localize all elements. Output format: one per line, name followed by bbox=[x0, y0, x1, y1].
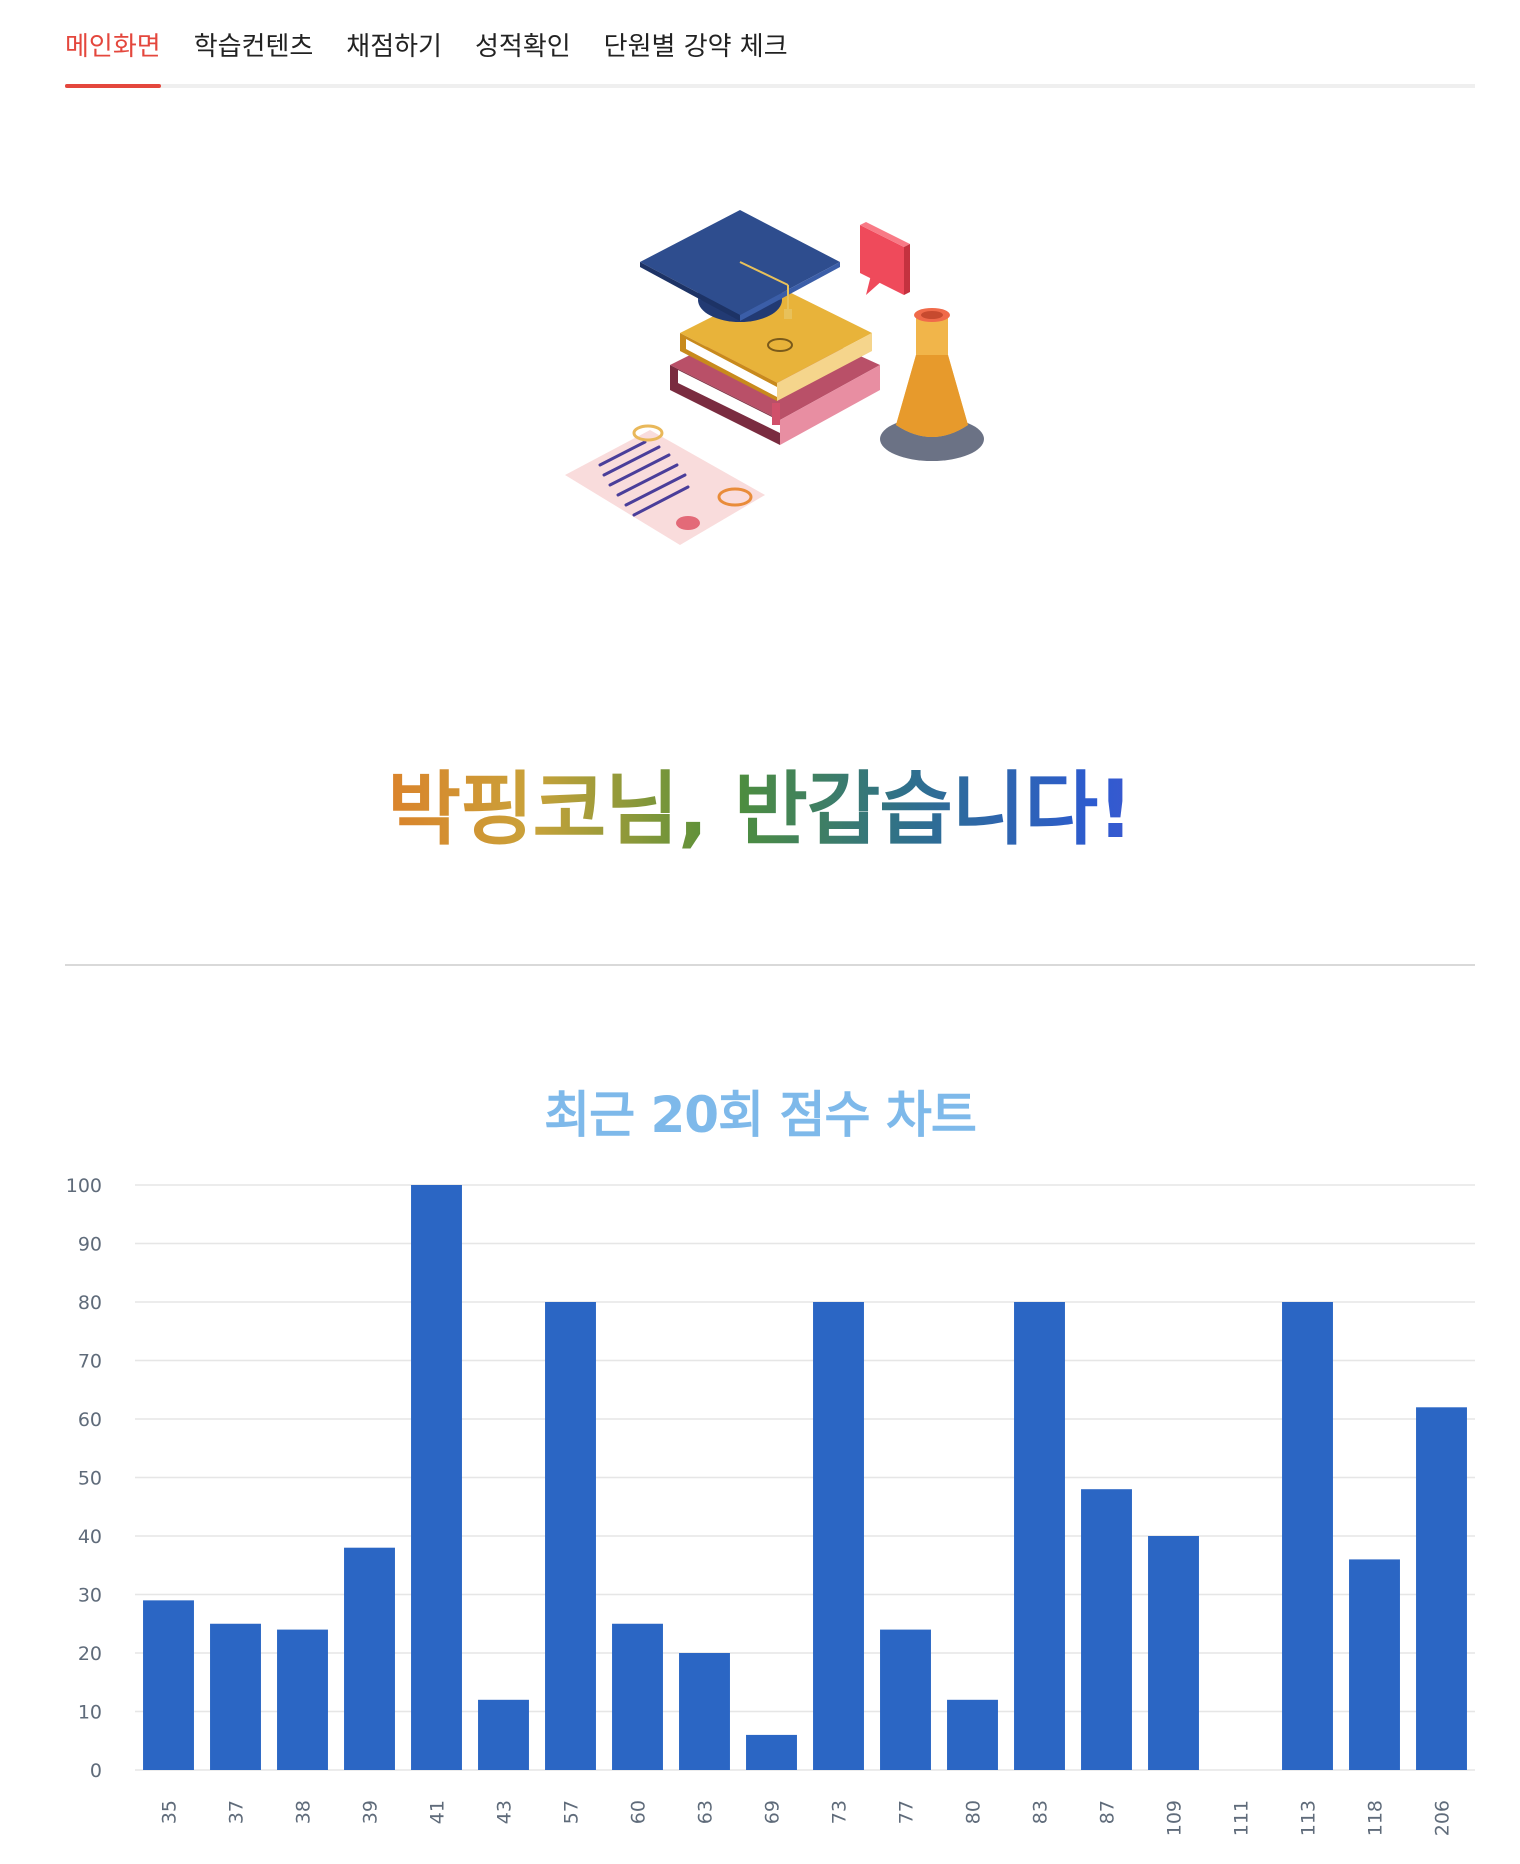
x-tick-label: 113 bbox=[1298, 1800, 1320, 1836]
main-nav: 메인화면 학습컨텐츠 채점하기 성적확인 단원별 강약 체크 bbox=[65, 0, 1475, 88]
bar-39[interactable] bbox=[344, 1547, 395, 1770]
speech-bubble-icon bbox=[860, 222, 910, 295]
score-bar-chart: 0 10 20 30 40 50 60 70 80 90 100 35 37 38 39 41 43 57 60 6… bbox=[66, 1175, 1475, 1836]
x-tick-label: 69 bbox=[762, 1800, 784, 1824]
chart-bars bbox=[143, 1185, 1467, 1770]
bar-57[interactable] bbox=[545, 1302, 596, 1770]
x-tick-label: 57 bbox=[561, 1800, 583, 1824]
x-tick-label: 83 bbox=[1030, 1800, 1052, 1824]
tab-learning-content[interactable]: 학습컨텐츠 bbox=[193, 32, 314, 62]
bar-41[interactable] bbox=[411, 1185, 462, 1770]
y-tick-label: 0 bbox=[90, 1760, 102, 1782]
y-tick-label: 70 bbox=[78, 1351, 102, 1373]
x-tick-label: 38 bbox=[293, 1800, 315, 1824]
bar-206[interactable] bbox=[1416, 1407, 1467, 1770]
y-tick-label: 100 bbox=[66, 1175, 102, 1197]
x-tick-label: 39 bbox=[360, 1800, 382, 1824]
tab-grades[interactable]: 성적확인 bbox=[474, 32, 571, 62]
x-tick-label: 43 bbox=[494, 1800, 516, 1824]
y-tick-label: 90 bbox=[78, 1234, 102, 1256]
x-tick-label: 41 bbox=[427, 1800, 449, 1824]
tab-grading[interactable]: 채점하기 bbox=[346, 32, 442, 62]
nav-tabs: 메인화면 학습컨텐츠 채점하기 성적확인 단원별 강약 체크 bbox=[65, 0, 1475, 88]
welcome-heading: 박핑코님, 반갑습니다! bbox=[0, 745, 1520, 861]
bar-83[interactable] bbox=[1014, 1302, 1065, 1770]
bar-63[interactable] bbox=[679, 1653, 730, 1770]
y-tick-label: 20 bbox=[78, 1643, 102, 1665]
x-tick-label: 80 bbox=[963, 1800, 985, 1824]
y-tick-label: 10 bbox=[78, 1702, 102, 1724]
tab-unit-strength-check[interactable]: 단원별 강약 체크 bbox=[603, 32, 788, 62]
graduation-books-icon bbox=[565, 210, 984, 545]
x-tick-label: 63 bbox=[695, 1800, 717, 1824]
chart-grid bbox=[135, 1184, 1475, 1771]
flask-icon bbox=[880, 308, 984, 461]
graduation-cap-icon bbox=[640, 210, 840, 322]
bar-37[interactable] bbox=[210, 1623, 261, 1770]
bar-113[interactable] bbox=[1282, 1302, 1333, 1770]
x-tick-label: 206 bbox=[1432, 1800, 1454, 1836]
bar-80[interactable] bbox=[947, 1699, 998, 1770]
bar-69[interactable] bbox=[746, 1734, 797, 1770]
x-tick-label: 118 bbox=[1365, 1800, 1387, 1836]
y-axis-ticks: 0 10 20 30 40 50 60 70 80 90 100 bbox=[66, 1175, 102, 1782]
bar-109[interactable] bbox=[1148, 1536, 1199, 1770]
bar-35[interactable] bbox=[143, 1600, 194, 1770]
x-tick-label: 60 bbox=[628, 1800, 650, 1824]
bar-60[interactable] bbox=[612, 1623, 663, 1770]
bar-77[interactable] bbox=[880, 1629, 931, 1770]
bar-73[interactable] bbox=[813, 1302, 864, 1770]
bar-38[interactable] bbox=[277, 1629, 328, 1770]
section-divider bbox=[65, 964, 1475, 966]
bar-118[interactable] bbox=[1349, 1559, 1400, 1770]
certificate-paper-icon bbox=[565, 424, 765, 545]
y-tick-label: 50 bbox=[78, 1468, 102, 1490]
bar-43[interactable] bbox=[478, 1699, 529, 1770]
y-tick-label: 60 bbox=[78, 1409, 102, 1431]
bar-87[interactable] bbox=[1081, 1489, 1132, 1770]
book-stack-icon bbox=[670, 285, 880, 445]
x-axis-ticks: 35 37 38 39 41 43 57 60 63 69 73 77 80 83 87 109 111 113 1… bbox=[159, 1800, 1454, 1836]
x-tick-label: 73 bbox=[829, 1800, 851, 1824]
y-tick-label: 30 bbox=[78, 1585, 102, 1607]
tab-main[interactable]: 메인화면 bbox=[65, 0, 161, 88]
x-tick-label: 37 bbox=[226, 1800, 248, 1824]
y-tick-label: 40 bbox=[78, 1526, 102, 1548]
y-tick-label: 80 bbox=[78, 1292, 102, 1314]
x-tick-label: 111 bbox=[1231, 1800, 1253, 1836]
chart-title: 최근 20회 점수 차트 bbox=[544, 1086, 977, 1144]
x-tick-label: 109 bbox=[1164, 1800, 1186, 1836]
x-tick-label: 77 bbox=[896, 1800, 918, 1824]
x-tick-label: 35 bbox=[159, 1800, 181, 1824]
x-tick-label: 87 bbox=[1097, 1800, 1119, 1824]
